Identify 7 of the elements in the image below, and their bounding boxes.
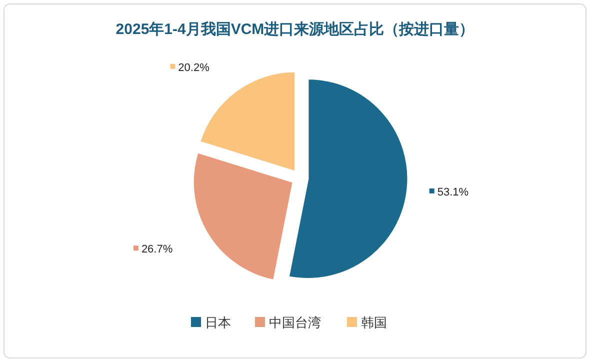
- data-label: 26.7%: [141, 244, 173, 256]
- chart-title: 2025年1-4月我国VCM进口来源地区占比（按进口量）: [116, 21, 474, 38]
- data-label: 20.2%: [178, 62, 210, 74]
- data-label: 53.1%: [437, 186, 469, 198]
- legend-label: 日本: [205, 315, 231, 330]
- legend-label: 中国台湾: [269, 315, 321, 330]
- legend-label: 韩国: [361, 315, 387, 330]
